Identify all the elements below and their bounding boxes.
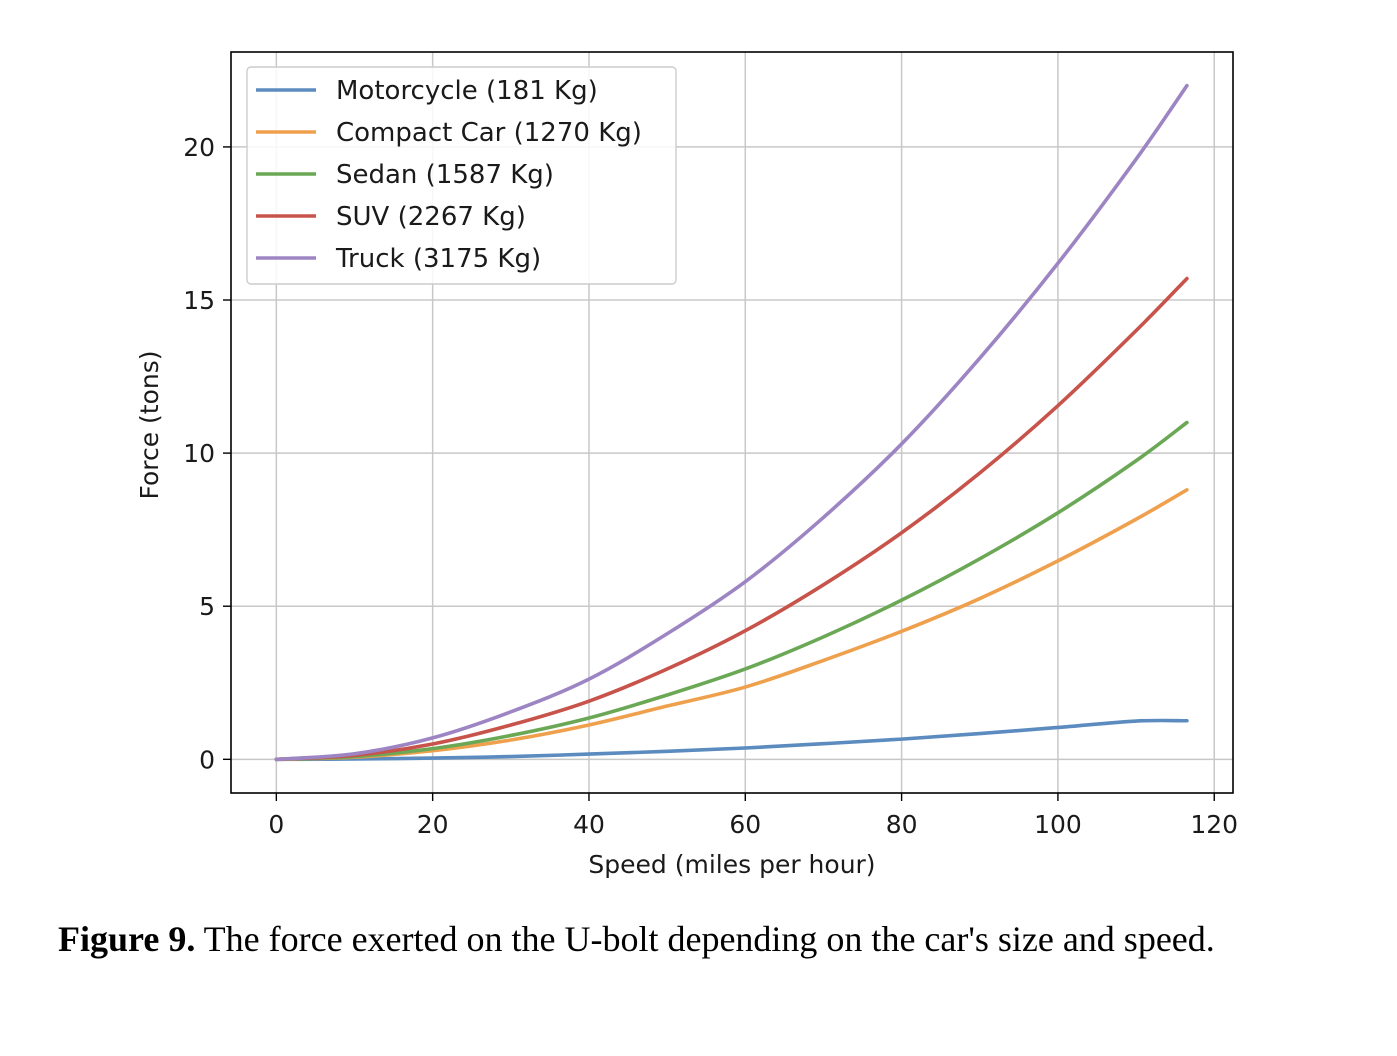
legend-box [246, 66, 677, 285]
y-tick-label: 5 [199, 592, 215, 621]
plot-frame [230, 51, 1234, 794]
y-tick-label: 10 [183, 439, 215, 468]
figure-caption-text: The force exerted on the U-bolt dependin… [195, 919, 1215, 959]
figure-caption: Figure 9. The force exerted on the U-bol… [58, 918, 1358, 960]
y-tick-label: 0 [199, 745, 215, 774]
axis-ticks: 0 20 40 60 80 100 120 0 5 10 15 20 [183, 133, 1238, 839]
x-tick-label: 100 [1034, 810, 1082, 839]
x-axis-label: Speed (miles per hour) [588, 850, 875, 879]
x-tick-label: 0 [268, 810, 284, 839]
legend-label-sedan: Sedan (1587 Kg) [336, 160, 554, 190]
legend-label-truck: Truck (3175 Kg) [335, 244, 541, 274]
series-line-suv [274, 276, 1189, 762]
legend-label-motorcycle: Motorcycle (181 Kg) [336, 76, 598, 106]
x-tick-label: 120 [1190, 810, 1238, 839]
series-line-compact [274, 488, 1189, 762]
series-line-sedan [274, 420, 1189, 762]
force-speed-chart: 0 20 40 60 80 100 120 0 5 10 15 20 Speed (miles per… [135, 51, 1238, 879]
x-tick-label: 60 [729, 810, 761, 839]
x-tick-label: 20 [417, 810, 449, 839]
legend-label-suv: SUV (2267 Kg) [336, 202, 526, 232]
y-axis-label: Force (tons) [135, 350, 164, 499]
series-line-truck [274, 83, 1189, 762]
x-tick-label: 40 [573, 810, 605, 839]
y-tick-label: 20 [183, 133, 215, 162]
legend: Motorcycle (181 Kg) Compact Car (1270 Kg)… [246, 66, 677, 285]
y-tick-label: 15 [183, 286, 215, 315]
series-lines [274, 83, 1189, 762]
legend-label-compact: Compact Car (1270 Kg) [336, 118, 642, 148]
x-tick-label: 80 [886, 810, 918, 839]
series-line-motorcycle [274, 718, 1189, 762]
figure-label: Figure 9. [58, 919, 196, 959]
